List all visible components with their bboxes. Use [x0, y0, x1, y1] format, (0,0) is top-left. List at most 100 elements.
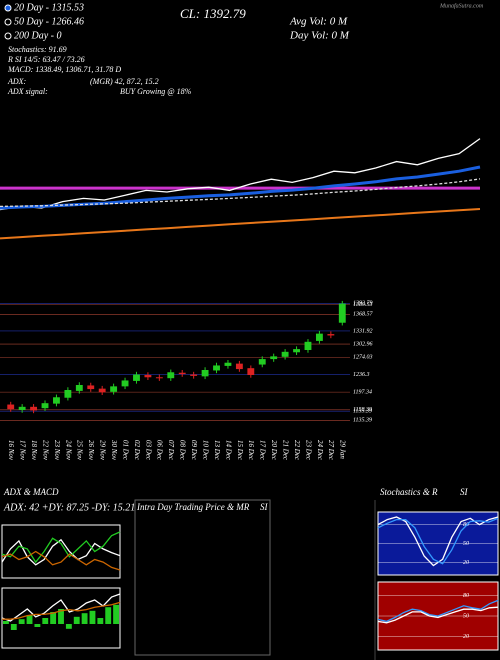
- panel-title: Intra Day Trading Price & MR: [136, 502, 250, 512]
- x-tick-label: 01 Dec: [121, 440, 129, 461]
- candle-body: [133, 374, 140, 381]
- x-tick-label: 06 Dec: [156, 440, 164, 461]
- series-line: [0, 178, 481, 208]
- x-tick-label: 26 Nov: [87, 440, 95, 461]
- series-line: [1, 593, 121, 622]
- series-line: [1, 538, 121, 566]
- series-line: [0, 138, 481, 211]
- panel-subtitle: ADX: 42 +DY: 87.25 -DY: 15.21: [3, 502, 135, 513]
- histogram-bar: [50, 612, 57, 624]
- histogram-bar: [97, 618, 104, 624]
- x-tick-label: 18 Nov: [30, 440, 38, 461]
- histogram-bar: [113, 604, 119, 624]
- candle-body: [155, 377, 163, 379]
- candle-body: [41, 403, 49, 409]
- panel-subtitle: SI: [260, 502, 269, 512]
- candle-body: [304, 341, 312, 350]
- series-line: [1, 550, 121, 571]
- candle-body: [224, 362, 232, 366]
- candle-body: [30, 406, 38, 411]
- series-line: [2, 601, 121, 620]
- x-tick-label: 17 Nov: [19, 440, 27, 461]
- y-tick-label: 80: [463, 593, 469, 599]
- x-tick-label: 21 Dec: [282, 440, 290, 461]
- y-tick-label: 1274.03: [353, 354, 373, 361]
- x-tick-label: 30 Nov: [110, 439, 118, 461]
- candle-body: [167, 372, 175, 379]
- y-tick-label: 1155.39: [353, 409, 372, 415]
- histogram-bar: [65, 624, 72, 629]
- y-tick-label: 1389.53: [353, 302, 373, 308]
- x-tick-label: 23 Dec: [304, 440, 312, 461]
- series-line: [377, 516, 499, 567]
- candle-body: [121, 380, 129, 387]
- histogram-bar: [105, 607, 112, 624]
- y-tick-label: 1236.3: [353, 372, 370, 378]
- day-vol: Day Vol: 0 M: [289, 30, 350, 42]
- panel-title: ADX & MACD: [3, 487, 59, 497]
- legend-dot: [4, 18, 12, 26]
- histogram-bar: [42, 618, 49, 624]
- x-tick-label: 24 Nov: [64, 440, 72, 461]
- watermark: MunafaSutra.com: [439, 2, 484, 9]
- annotation: ADX signal:: [7, 87, 48, 96]
- adx-bg: [1, 524, 121, 579]
- candle-body: [258, 359, 266, 365]
- candle-body: [327, 334, 335, 336]
- annotation: ADX:: [7, 77, 27, 86]
- intraday-box: [134, 499, 271, 656]
- y-tick-label: 50: [463, 613, 469, 619]
- histogram-bar: [3, 621, 9, 624]
- x-tick-label: 20 Dec: [270, 440, 278, 461]
- histogram-bar: [73, 616, 80, 624]
- candle-body: [338, 303, 346, 323]
- candle-body: [190, 374, 198, 376]
- legend-label: 50 Day - 1266.46: [14, 16, 84, 27]
- candle-body: [144, 375, 152, 378]
- annotation: (MGR) 42, 87.2, 15.2: [90, 77, 159, 86]
- x-tick-label: 17 Dec: [259, 440, 267, 461]
- y-tick-label: 1331.92: [353, 328, 373, 334]
- annotation: MACD: 1338.49, 1306.71, 31.78 D: [7, 65, 121, 74]
- histogram-bar: [81, 613, 88, 624]
- candle-body: [201, 370, 209, 377]
- candle-body: [98, 388, 106, 393]
- candle-body: [64, 390, 72, 398]
- x-tick-label: 24 Dec: [316, 440, 324, 461]
- y-tick-label: 50: [463, 541, 469, 547]
- panel-title: Stochastics & R: [380, 487, 438, 497]
- x-tick-label: 22 Nov: [41, 440, 49, 461]
- candle-body: [235, 363, 243, 370]
- x-tick-label: 08 Dec: [179, 440, 187, 461]
- candle-body: [18, 406, 26, 410]
- x-tick-label: 02 Dec: [133, 440, 141, 461]
- candle-body: [7, 404, 15, 410]
- legend-dot: [4, 4, 12, 12]
- series-line: [377, 599, 499, 623]
- x-tick-label: 03 Dec: [144, 440, 152, 461]
- candle-body: [75, 385, 83, 391]
- x-tick-label: 09 Dec: [190, 440, 198, 461]
- candle-body: [213, 365, 220, 371]
- series-line: [0, 208, 481, 240]
- x-tick-label: 23 Nov: [53, 440, 61, 461]
- x-tick-label: 16 Nov: [7, 440, 15, 461]
- histogram-bar: [18, 619, 25, 624]
- y-tick-label: 20: [463, 634, 469, 640]
- y-tick-label: 1302.96: [353, 341, 373, 347]
- candle-body: [87, 385, 95, 390]
- y-tick-label: 20: [463, 560, 469, 566]
- candle-body: [293, 349, 300, 353]
- x-tick-label: 15 Dec: [236, 440, 244, 461]
- candle-body: [281, 351, 289, 357]
- x-tick-label: 22 Dec: [293, 440, 301, 461]
- candle-body: [315, 333, 323, 341]
- x-tick-label: 25 Nov: [76, 440, 84, 461]
- candle-body: [247, 368, 255, 375]
- candle-body: [110, 386, 118, 392]
- avg-vol: Avg Vol: 0 M: [289, 16, 348, 28]
- y-tick-label: 1158.39: [353, 407, 372, 413]
- x-tick-label: 29 Nov: [99, 440, 107, 461]
- x-tick-label: 16 Dec: [247, 440, 255, 461]
